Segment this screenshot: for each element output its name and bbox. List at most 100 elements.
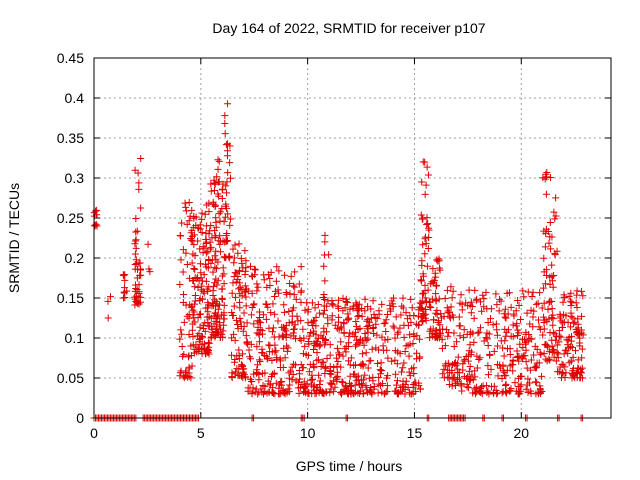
data-point — [532, 362, 540, 370]
data-point — [176, 372, 184, 380]
data-point — [484, 362, 492, 370]
data-point — [347, 386, 355, 394]
data-point — [440, 374, 448, 382]
data-point — [295, 280, 303, 288]
data-point — [490, 347, 498, 355]
data-point — [561, 363, 569, 371]
data-point — [188, 259, 196, 267]
data-point — [517, 381, 525, 389]
data-point — [133, 227, 141, 235]
data-point — [260, 390, 268, 398]
data-point — [500, 352, 508, 360]
data-point — [567, 337, 575, 345]
data-point — [375, 380, 383, 388]
data-point — [276, 355, 284, 363]
data-point — [468, 371, 476, 379]
data-point — [188, 237, 196, 245]
data-point — [207, 243, 215, 251]
data-point — [324, 320, 332, 328]
data-point — [405, 352, 413, 360]
data-point — [399, 294, 407, 302]
data-point — [560, 350, 568, 358]
data-point — [321, 339, 329, 347]
data-point — [441, 342, 449, 350]
data-point — [203, 313, 211, 321]
data-point — [132, 214, 140, 222]
data-point — [470, 338, 478, 346]
data-point — [383, 346, 391, 354]
data-point — [528, 335, 536, 343]
data-point — [214, 156, 222, 164]
data-point — [526, 379, 534, 387]
data-point — [369, 377, 377, 385]
data-point — [253, 343, 261, 351]
data-point — [577, 365, 585, 373]
data-point — [135, 179, 143, 187]
data-point — [310, 317, 318, 325]
y-axis-label: SRMTID / TECUs — [6, 183, 22, 293]
data-point — [526, 320, 534, 328]
data-point — [370, 329, 378, 337]
data-point — [516, 383, 524, 391]
data-point — [466, 363, 474, 371]
data-point — [493, 389, 501, 397]
data-point — [337, 389, 345, 397]
data-point — [178, 330, 186, 338]
data-point — [121, 284, 129, 292]
data-point — [467, 298, 475, 306]
data-point — [299, 325, 307, 333]
data-point — [333, 362, 341, 370]
data-point — [320, 262, 328, 270]
data-point — [506, 362, 514, 370]
grid-lines — [94, 58, 611, 418]
data-point — [567, 297, 575, 305]
data-point — [415, 335, 423, 343]
data-point — [459, 333, 467, 341]
data-point — [121, 271, 129, 279]
data-point — [233, 365, 241, 373]
data-point — [501, 325, 509, 333]
data-point — [392, 313, 400, 321]
data-point — [285, 374, 293, 382]
data-point — [535, 323, 543, 331]
data-point — [489, 321, 497, 329]
data-point — [330, 363, 338, 371]
data-point — [463, 374, 471, 382]
data-point — [419, 215, 427, 223]
data-point — [479, 291, 487, 299]
data-point — [550, 346, 558, 354]
data-point — [538, 304, 546, 312]
data-point — [236, 290, 244, 298]
data-point — [562, 369, 570, 377]
data-point — [539, 174, 547, 182]
data-point — [271, 287, 279, 295]
data-point — [286, 280, 294, 288]
data-point — [281, 271, 289, 279]
data-point — [256, 314, 264, 322]
data-point — [361, 307, 369, 315]
data-point — [230, 302, 238, 310]
data-point — [420, 311, 428, 319]
data-point — [212, 214, 220, 222]
data-point — [549, 329, 557, 337]
data-point — [297, 263, 305, 271]
data-point — [536, 289, 544, 297]
data-point — [379, 342, 387, 350]
data-point — [205, 208, 213, 216]
data-point — [131, 260, 139, 268]
data-point — [131, 240, 139, 248]
data-point — [555, 338, 563, 346]
data-point — [255, 388, 263, 396]
data-point — [236, 304, 244, 312]
data-point — [335, 304, 343, 312]
data-point — [453, 338, 461, 346]
data-point — [257, 319, 265, 327]
data-point — [288, 319, 296, 327]
data-point — [315, 371, 323, 379]
data-point — [275, 267, 283, 275]
data-point — [190, 241, 198, 249]
data-point — [238, 259, 246, 267]
data-point — [319, 359, 327, 367]
data-point — [264, 377, 272, 385]
data-point — [467, 309, 475, 317]
